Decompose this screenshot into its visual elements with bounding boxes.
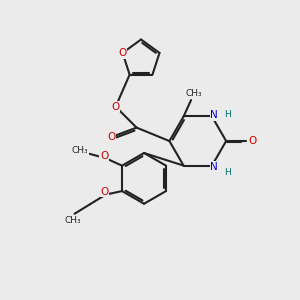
Text: H: H — [224, 110, 231, 119]
Text: O: O — [111, 102, 119, 112]
Text: H: H — [224, 168, 231, 177]
Text: CH₃: CH₃ — [186, 89, 202, 98]
Text: N: N — [210, 162, 218, 172]
Text: O: O — [100, 151, 108, 161]
Text: O: O — [100, 187, 108, 197]
Text: O: O — [107, 132, 115, 142]
Text: N: N — [210, 110, 218, 120]
Text: O: O — [118, 48, 127, 58]
Text: CH₃: CH₃ — [72, 146, 88, 155]
Text: O: O — [248, 136, 256, 146]
Text: CH₃: CH₃ — [65, 216, 81, 225]
